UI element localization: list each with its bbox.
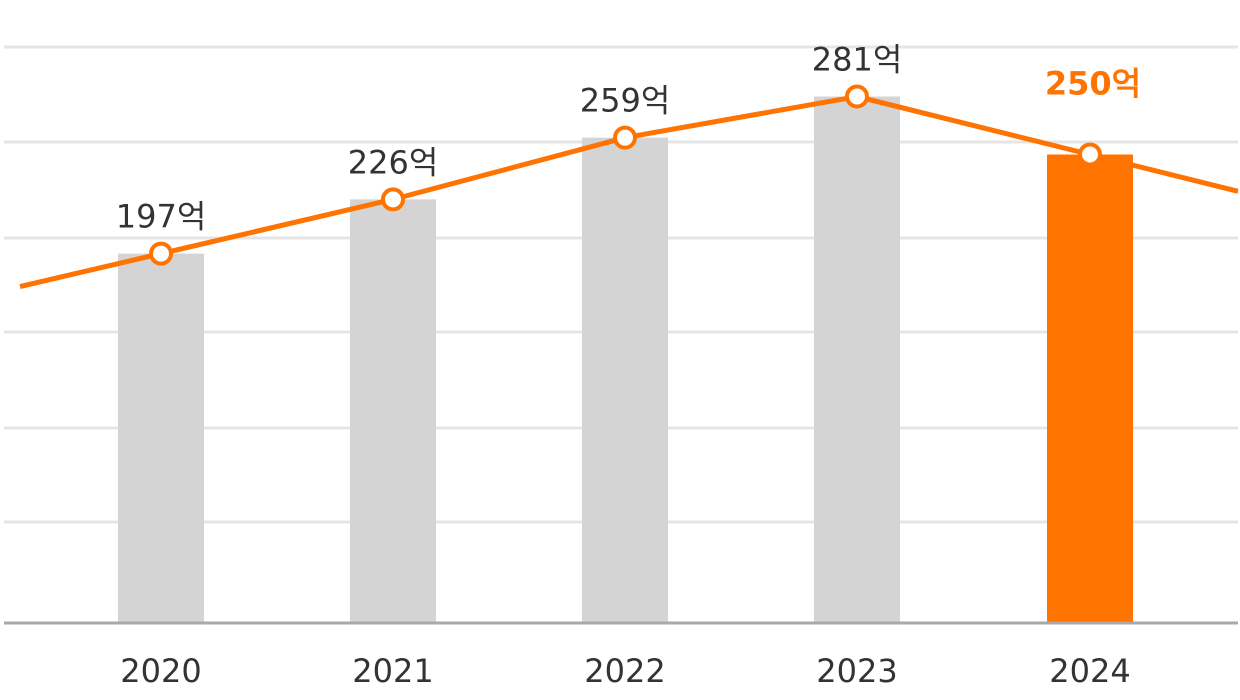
bar-2022 xyxy=(582,137,668,623)
line-point-2021 xyxy=(381,187,405,212)
x-tick-label-2023: 2023 xyxy=(816,652,897,690)
line-point-2024 xyxy=(1078,142,1102,167)
x-tick-label-2021: 2021 xyxy=(352,652,433,690)
data-label-2024: 250억 xyxy=(1045,65,1141,103)
trend-line-layer xyxy=(19,84,1239,290)
x-tick-label-2022: 2022 xyxy=(584,652,665,690)
data-label-2020: 197억 xyxy=(116,198,207,236)
data-label-2023: 281억 xyxy=(812,41,903,79)
line-point-2020 xyxy=(149,241,173,266)
line-point-2022 xyxy=(613,125,637,150)
bar-2023 xyxy=(814,96,900,622)
data-labels: 197억 226억 259억 281억 250억 xyxy=(116,41,1141,236)
bar-2021 xyxy=(350,199,436,622)
x-tick-labels: 2020 2021 2022 2023 2024 xyxy=(120,652,1130,690)
bars xyxy=(118,96,1133,623)
x-tick-label-2024: 2024 xyxy=(1049,652,1130,690)
data-label-2021: 226억 xyxy=(348,143,439,181)
bar-2024 xyxy=(1047,154,1133,622)
data-label-2022: 259억 xyxy=(580,82,671,120)
bar-2020 xyxy=(118,253,204,623)
x-tick-label-2020: 2020 xyxy=(120,652,201,690)
line-point-2023 xyxy=(845,84,869,109)
